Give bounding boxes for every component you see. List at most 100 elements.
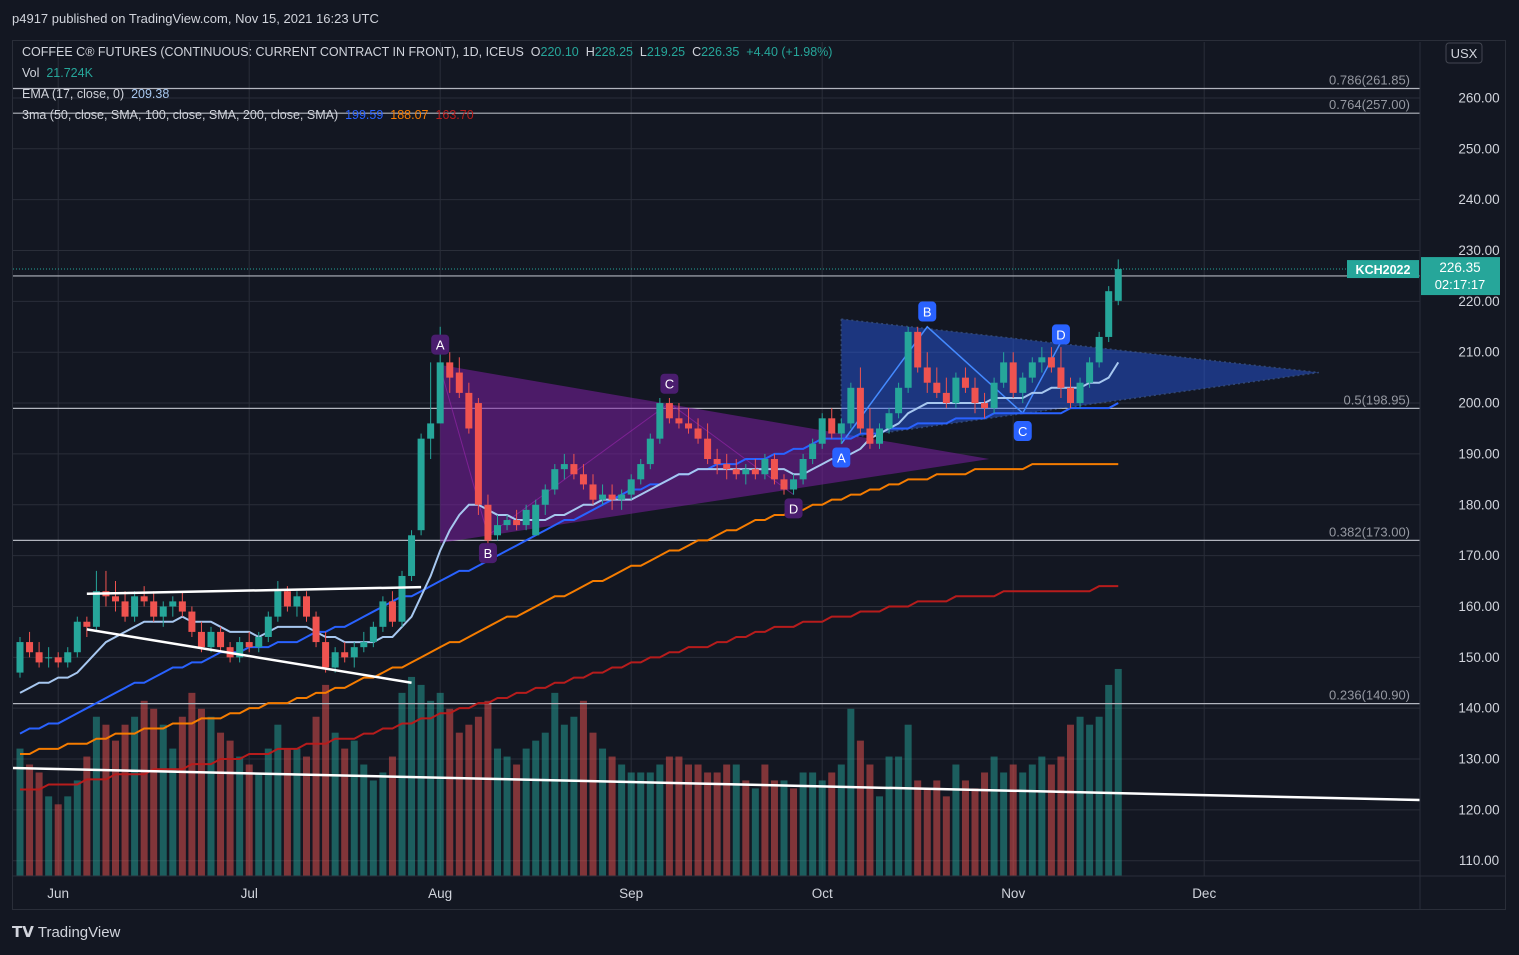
candle-body: [618, 494, 626, 500]
ma-legend: 3ma (50, close, SMA, 100, close, SMA, 20…: [22, 108, 474, 122]
candle-body: [474, 403, 482, 505]
time-axis: Jun Jul Aug Sep Oct Nov Dec: [47, 886, 1216, 901]
volume-bar: [140, 700, 148, 876]
symbol-tag-bg: [1347, 260, 1419, 279]
volume-bar: [312, 716, 320, 876]
tv-logo-icon: 𝗧𝗩: [12, 924, 34, 941]
candle-body: [293, 596, 301, 607]
publish-info: p4917 published on TradingView.com, Nov …: [12, 11, 379, 26]
low-value: 219.25: [646, 45, 686, 59]
candle-body: [971, 387, 979, 404]
price-tick-label: 150.00: [1458, 650, 1499, 665]
candle-body: [503, 520, 511, 526]
volume-bar: [178, 716, 186, 876]
ma200-value: 163.70: [435, 108, 474, 122]
ema-label: EMA (17, close, 0): [22, 87, 125, 101]
close-value: 226.35: [701, 45, 740, 59]
volume-legend: Vol 21.724K: [22, 66, 93, 80]
sma100-line: [20, 463, 1119, 755]
month-label: Jun: [47, 886, 69, 901]
chart-frame[interactable]: [12, 40, 1506, 910]
volume-bar: [1105, 684, 1113, 876]
volume-bar: [522, 748, 530, 876]
volume-bar: [1019, 772, 1027, 876]
candle-body: [837, 423, 845, 434]
candle-body: [818, 418, 826, 444]
candle-body: [513, 520, 521, 526]
candle-body: [465, 392, 473, 429]
trend-lines: [12, 585, 1421, 802]
volume-bar: [236, 756, 244, 876]
volume-bar: [150, 708, 158, 876]
trendline-bottom: [86, 628, 412, 684]
ma100-value: 188.07: [390, 108, 429, 122]
candle-body: [1114, 269, 1122, 301]
volume-bar: [923, 788, 931, 876]
volume-bar: [513, 764, 521, 876]
candle-body: [1047, 357, 1055, 368]
volume-bar: [914, 780, 922, 876]
month-label: Oct: [812, 886, 833, 901]
purple-label-c-bg: [660, 373, 679, 394]
candle-body: [637, 464, 645, 480]
volume-bar: [732, 764, 740, 876]
volume-bar: [904, 724, 912, 876]
tradingview-logo[interactable]: 𝗧𝗩 TradingView: [12, 923, 120, 941]
volume-bar: [1057, 756, 1065, 876]
month-label: Sep: [619, 886, 643, 901]
candle-body: [369, 626, 377, 643]
candle-body: [1095, 336, 1103, 363]
sma50-line: [19, 402, 1119, 735]
blue-label-b: B: [923, 305, 932, 320]
close-label: C: [692, 45, 702, 59]
ma-label: 3ma (50, close, SMA, 100, close, SMA, 20…: [22, 108, 339, 122]
candle-body: [427, 423, 435, 439]
candle-body: [790, 479, 798, 490]
price-tick-label: 160.00: [1458, 599, 1499, 614]
blue-label-c: C: [1018, 424, 1027, 439]
volume-bar: [828, 772, 836, 876]
brand-name: TradingView: [37, 924, 121, 941]
volume-bar: [866, 764, 874, 876]
volume-bar: [455, 732, 463, 876]
candle-body: [150, 601, 158, 617]
candle-body: [770, 459, 778, 480]
candle-body: [627, 479, 635, 495]
candle-body: [236, 642, 244, 658]
candle-body: [131, 596, 139, 617]
volume-bar: [751, 788, 759, 876]
price-tag-value: 226.35: [1439, 260, 1480, 275]
candle-body: [579, 474, 587, 485]
volume-bar: [169, 748, 177, 876]
candle-body: [26, 642, 34, 653]
volume-bar: [1067, 724, 1074, 876]
high-label: H: [585, 45, 595, 59]
purple-label-a: A: [436, 338, 445, 353]
volume-bar: [112, 740, 119, 876]
candle-body: [981, 403, 989, 409]
candle-body: [188, 611, 196, 632]
purple-label-a-bg: [431, 334, 450, 355]
fib-label: 0.786(261.85): [1329, 73, 1410, 88]
blue-label-a-bg: [832, 447, 851, 468]
candle-body: [942, 392, 950, 404]
volume-bar: [1076, 716, 1084, 876]
volume-bar: [388, 756, 396, 876]
volume-bar: [656, 764, 664, 876]
moving-averages: [19, 361, 1120, 791]
volume-bar: [646, 772, 654, 876]
candle-body: [876, 428, 883, 444]
volume-bar: [551, 692, 559, 876]
volume-bar: [398, 692, 406, 876]
ma50-value: 199.59: [345, 108, 384, 122]
volume-bar: [293, 748, 301, 876]
volume-bar: [436, 692, 444, 876]
volume-bar: [685, 764, 692, 876]
month-label: Jul: [241, 886, 258, 901]
volume-bar: [417, 684, 425, 876]
blue-label-c-bg: [1013, 421, 1032, 442]
candle-body: [341, 652, 349, 658]
candle-body: [494, 525, 501, 536]
candle-body: [799, 459, 807, 480]
